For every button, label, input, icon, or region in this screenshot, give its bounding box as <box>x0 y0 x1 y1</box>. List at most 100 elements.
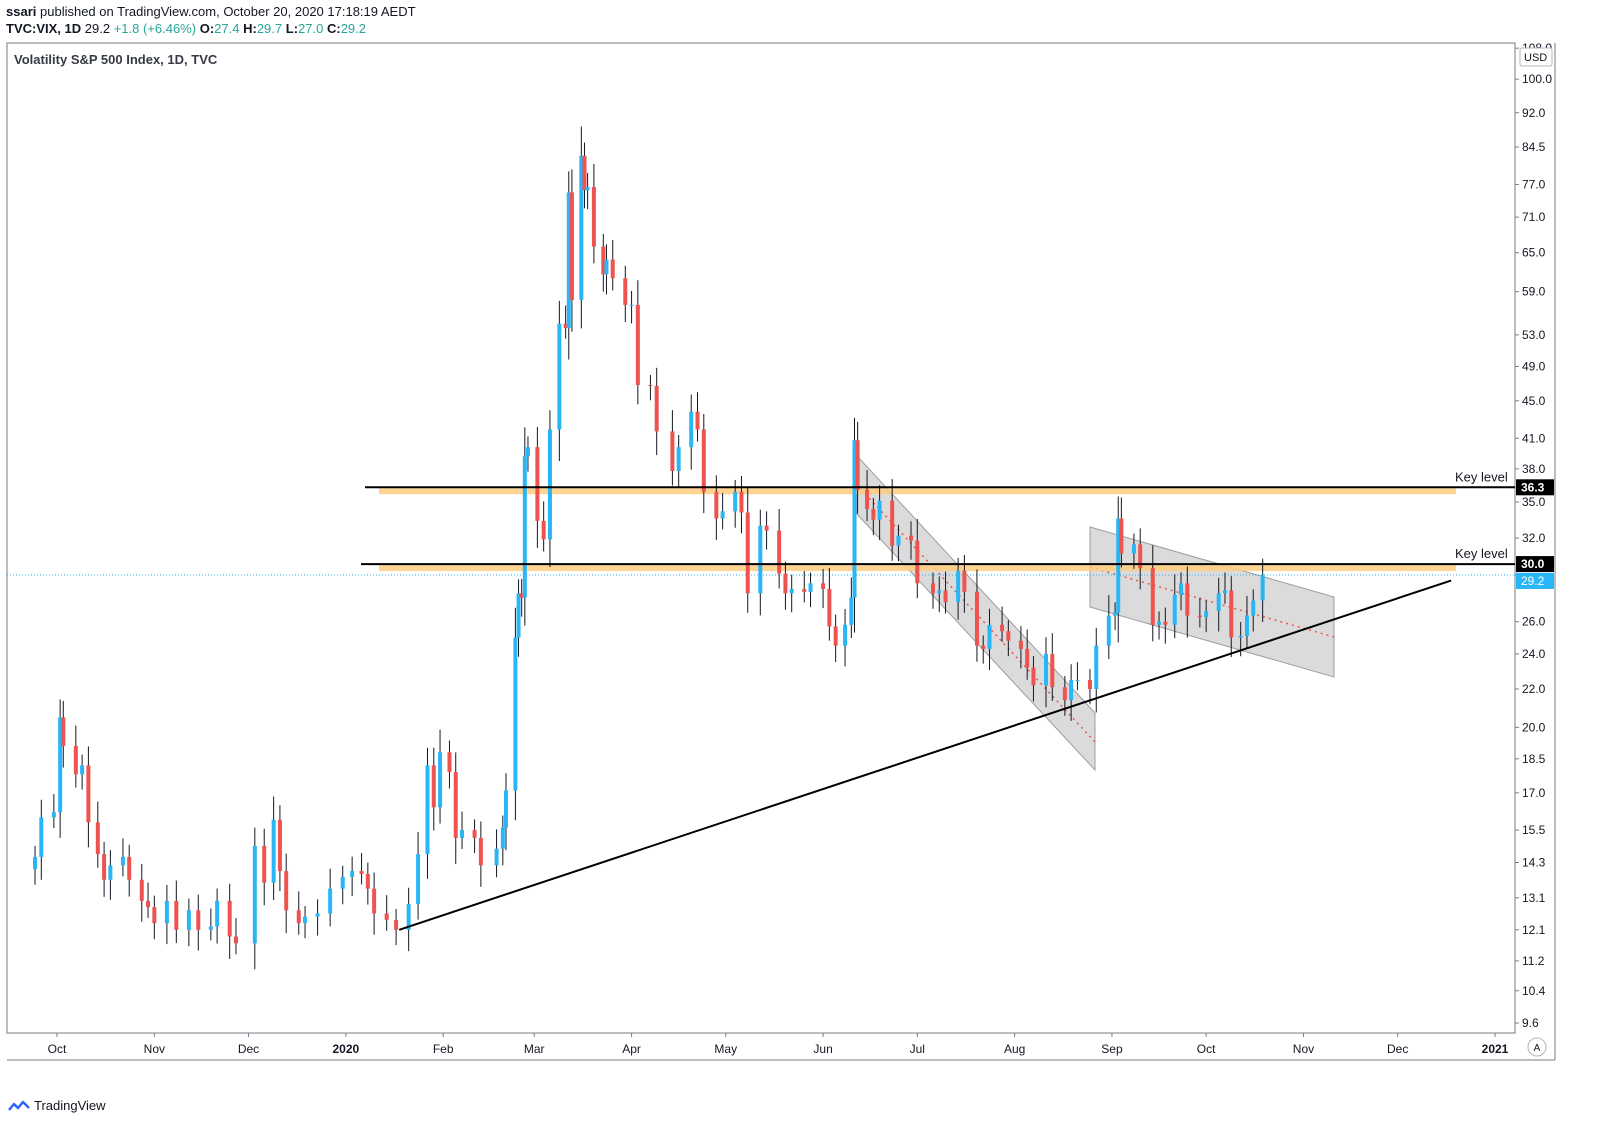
currency-box <box>1519 47 1553 67</box>
candle-body <box>139 879 144 901</box>
candle-body <box>328 888 333 914</box>
candle-body <box>1119 518 1124 554</box>
publish-info: ssari published on TradingView.com, Octo… <box>6 4 416 19</box>
x-tick-label: Mar <box>524 1042 545 1056</box>
candle-body <box>425 765 430 855</box>
candle-body <box>1006 631 1011 641</box>
candle-body <box>557 323 562 430</box>
candle-body <box>1238 635 1243 638</box>
candle-body <box>284 871 289 911</box>
symbol-legend: TVC:VIX, 1D 29.2 +1.8 (+6.46%) O:27.4 H:… <box>6 21 366 36</box>
y-tick-label: 12.1 <box>1522 923 1546 937</box>
candle-body <box>987 624 992 649</box>
candle-body <box>1062 687 1067 701</box>
candle-body <box>33 856 38 870</box>
candle-body <box>431 765 436 808</box>
y-tick-label: 10.4 <box>1522 984 1546 998</box>
candle-body <box>579 155 584 300</box>
candle-body <box>896 535 901 546</box>
candle-body <box>758 525 763 594</box>
key-level-label-upper: Key level <box>1455 469 1508 484</box>
x-tick-label: 2020 <box>333 1042 360 1056</box>
candle-body <box>777 530 782 574</box>
candle-body <box>58 717 63 813</box>
candle-body <box>827 589 832 627</box>
candle-body <box>733 491 738 512</box>
candle-body <box>460 830 465 838</box>
candle-body <box>372 888 377 914</box>
candle-body <box>601 246 606 275</box>
footer-brand[interactable]: TradingView <box>8 1098 106 1113</box>
candle-body <box>843 624 848 646</box>
last-price-tag: 29.2 <box>1521 574 1545 588</box>
candle-body <box>394 919 399 930</box>
candle-body <box>821 583 826 590</box>
candle-body <box>359 871 364 874</box>
tradingview-logo-icon <box>8 1100 30 1111</box>
x-tick-label: Feb <box>433 1042 454 1056</box>
candle-body <box>519 593 524 598</box>
candle-body <box>1204 611 1209 618</box>
candle-body <box>296 910 301 924</box>
high-label: H: <box>243 21 257 36</box>
y-tick-label: 15.5 <box>1522 823 1546 837</box>
candle-body <box>1244 615 1249 636</box>
y-tick-label: 20.0 <box>1522 720 1546 734</box>
y-tick-label: 45.0 <box>1522 394 1546 408</box>
close-label: C: <box>326 21 341 36</box>
last-price-tag-bg <box>1516 572 1554 589</box>
high-value: 29.7 <box>256 21 283 36</box>
candle-body <box>1260 574 1265 601</box>
pane-title: Volatility S&P 500 Index, 1D, TVC <box>14 52 218 67</box>
x-tick-label: Nov <box>1293 1042 1314 1056</box>
candle-body <box>745 512 750 594</box>
x-tick-label: Dec <box>1387 1042 1408 1056</box>
candle-body <box>1150 568 1155 625</box>
candle-body <box>604 259 609 275</box>
candle-body <box>909 535 914 541</box>
candle-body <box>1018 640 1023 649</box>
y-tick-label: 22.0 <box>1522 682 1546 696</box>
candle-body <box>739 491 744 513</box>
candle-body <box>654 385 659 432</box>
x-tick-label: Oct <box>48 1042 67 1056</box>
symbol-label[interactable]: TVC:VIX, 1D <box>6 21 82 36</box>
candle-body <box>1044 653 1049 686</box>
candle-body <box>629 304 634 306</box>
y-tick-label: 65.0 <box>1522 246 1546 260</box>
candle-body <box>1116 518 1121 613</box>
candle-body <box>61 717 66 746</box>
candle-body <box>438 752 443 808</box>
key-level-tag-lower: 30.0 <box>1521 557 1545 571</box>
channel-2-midline <box>1089 566 1335 638</box>
candle-body <box>610 259 615 279</box>
support-trendline <box>398 579 1452 931</box>
candle-body <box>648 384 653 386</box>
y-tick-label: 18.5 <box>1522 752 1546 766</box>
low-label: L: <box>285 21 299 36</box>
candles <box>33 126 1265 970</box>
candle-body <box>764 525 769 531</box>
candle-body <box>701 429 706 492</box>
candle-body <box>51 812 56 818</box>
candle-body <box>1106 615 1111 646</box>
candle-body <box>802 589 807 592</box>
candle-body <box>95 822 100 855</box>
candle-body <box>1229 590 1234 638</box>
candle-body <box>852 440 857 598</box>
candle-body <box>186 910 191 930</box>
publisher-name[interactable]: ssari <box>6 4 37 19</box>
candle-body <box>956 570 961 603</box>
candle-body <box>789 589 794 594</box>
candle-body <box>563 323 568 329</box>
candle-body <box>1113 612 1118 616</box>
candle-body <box>503 790 508 828</box>
y-tick-label: 9.6 <box>1522 1016 1539 1030</box>
candle-body <box>384 913 389 920</box>
key-level-tag-upper: 36.3 <box>1521 480 1545 494</box>
candle-body <box>1185 583 1190 616</box>
candle-body <box>522 456 527 598</box>
candle-body <box>1000 624 1005 632</box>
y-tick-label: 71.0 <box>1522 210 1546 224</box>
